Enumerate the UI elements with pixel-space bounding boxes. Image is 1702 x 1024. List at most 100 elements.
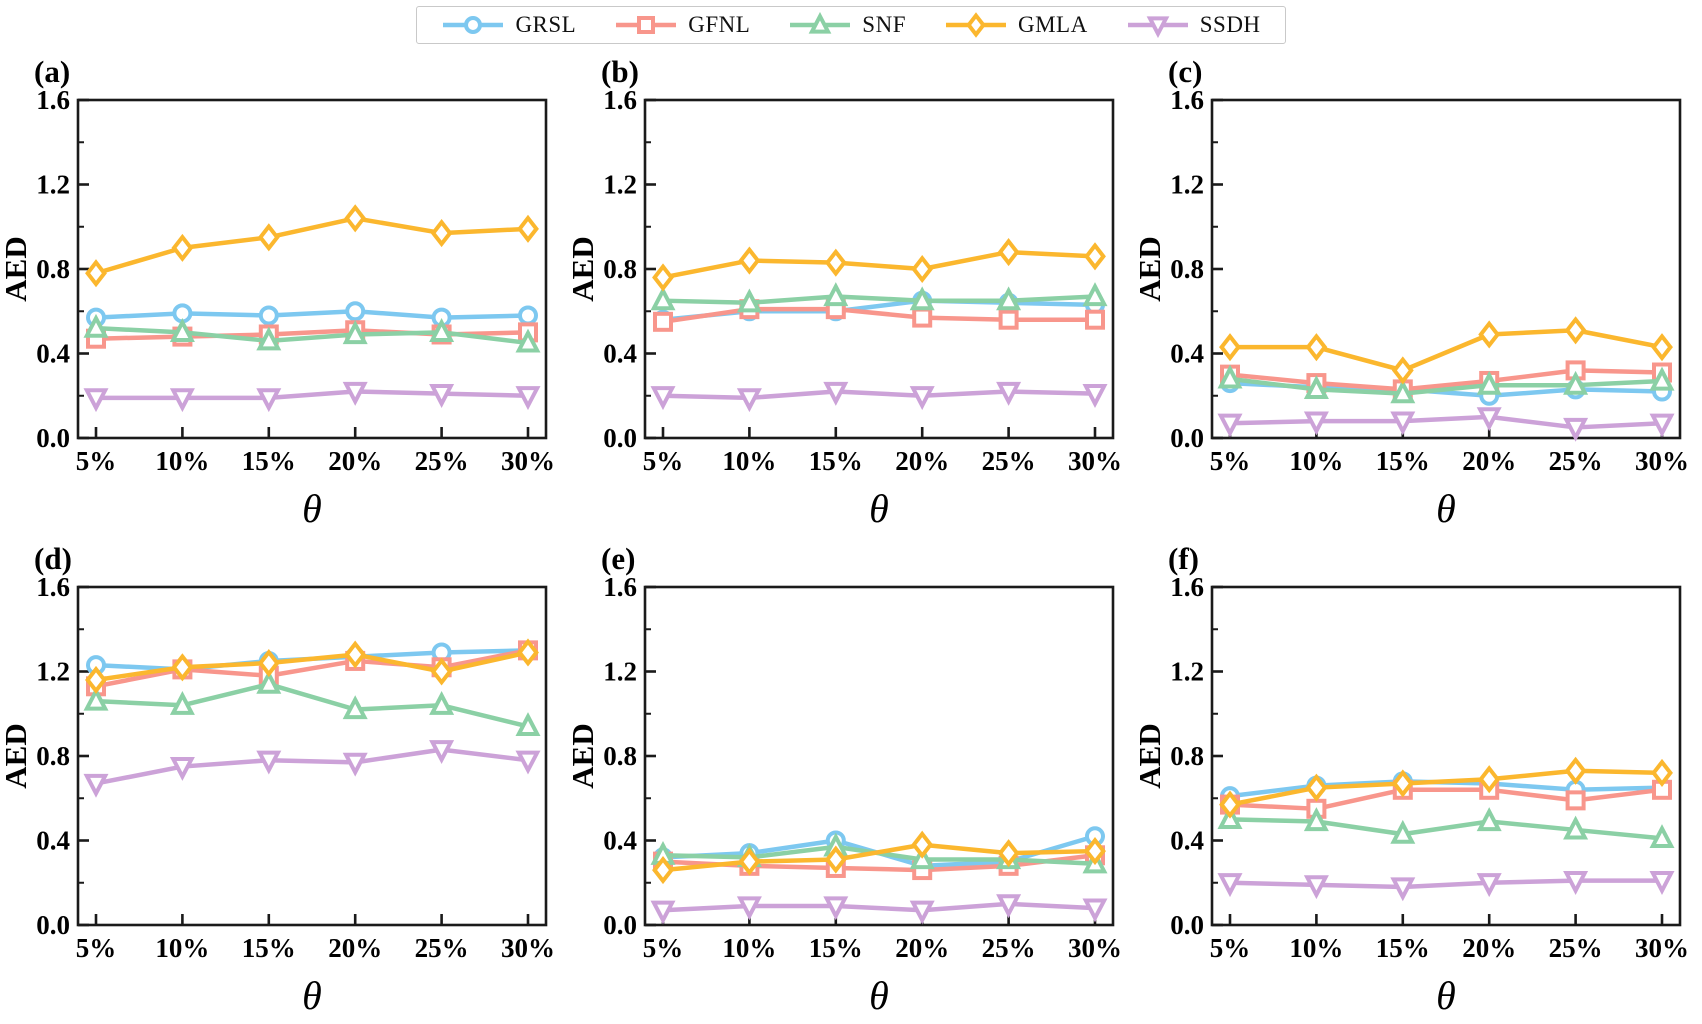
subplot-label: (d) <box>34 541 72 576</box>
series-marker-gmla <box>257 223 280 252</box>
series-marker-ssdh <box>650 900 676 925</box>
series-marker-gmla <box>343 204 366 233</box>
x-tick-label: 25% <box>1549 446 1603 476</box>
series-marker-ssdh <box>909 900 935 925</box>
series-marker-ssdh <box>255 750 281 775</box>
series-marker-ssdh <box>996 894 1022 919</box>
plot-frame <box>1211 585 1682 927</box>
legend-item-snf: SNF <box>788 12 906 38</box>
series-marker-gmla <box>1564 756 1587 785</box>
plot-frame <box>643 585 1115 927</box>
y-tick-label: 0.8 <box>36 741 70 771</box>
subplot-label: (a) <box>34 54 70 89</box>
series-marker-ssdh <box>255 388 281 413</box>
legend-label: GMLA <box>1018 12 1088 37</box>
series-marker-gmla <box>430 657 453 686</box>
subplot-c: (c) 0.0 0.4 0.8 1.2 1.6 5% 10% 15% 20% 25% 30% AED θ <box>1135 46 1702 533</box>
x-axis-label: θ <box>1436 973 1456 1017</box>
x-tick-label: 10% <box>155 446 209 476</box>
series-marker-snf <box>169 690 195 715</box>
series-marker-ssdh <box>1082 898 1108 923</box>
triangle-down-marker-icon <box>1127 16 1188 38</box>
circle-marker-icon <box>464 16 483 34</box>
series-line-ssdh <box>1230 414 1663 430</box>
series-marker-gmla <box>430 219 453 248</box>
x-axis-label: θ <box>302 486 322 530</box>
series-marker-snf <box>1477 807 1503 832</box>
series-marker-ssdh <box>83 388 109 413</box>
x-tick-label: 15% <box>241 446 295 476</box>
y-tick-label: 1.2 <box>36 170 70 200</box>
series-marker-snf <box>996 286 1022 311</box>
y-tick-label: 0.4 <box>603 826 637 856</box>
series-marker-gmla <box>1392 769 1415 798</box>
y-tick-label: 0.4 <box>36 826 70 856</box>
series-marker-ssdh <box>1563 871 1589 895</box>
series-marker-gmla <box>1478 765 1501 794</box>
subplot-label: (c) <box>1168 54 1202 89</box>
legend-label: GFNL <box>688 12 751 37</box>
series-line-ssdh <box>95 747 528 786</box>
y-tick-label: 0.8 <box>1171 741 1205 771</box>
series-marker-gmla <box>171 233 193 262</box>
x-tick-label: 20% <box>1463 446 1517 476</box>
diamond-marker-icon <box>966 12 986 38</box>
x-tick-label: 10% <box>722 446 776 476</box>
y-tick-label: 0.4 <box>1171 339 1205 369</box>
series-line-gmla <box>95 216 528 276</box>
series-marker-ssdh <box>736 388 762 413</box>
series-line-snf <box>1230 817 1663 841</box>
series-marker-gmla <box>1392 356 1415 385</box>
series-marker-snf <box>1390 379 1416 404</box>
series-marker-ssdh <box>1304 411 1330 436</box>
series-marker-ssdh <box>428 384 454 408</box>
y-axis-label: AED <box>1138 236 1167 301</box>
square-marker-icon <box>637 16 656 34</box>
series-marker-snf <box>650 286 676 311</box>
legend-label: SNF <box>862 12 906 37</box>
y-tick-label: 1.6 <box>36 572 70 602</box>
y-tick-label: 0.4 <box>36 339 70 369</box>
square-marker-icon <box>616 16 677 34</box>
y-tick-label: 0.0 <box>603 910 637 940</box>
series-marker-gmla <box>738 246 761 275</box>
y-tick-label: 1.2 <box>603 657 637 687</box>
series-marker-ssdh <box>823 896 849 921</box>
subplot-d-canvas: (d) 0.0 0.4 0.8 1.2 1.6 5% 10% 15% 20% 25% 30% AED θ <box>4 541 555 1017</box>
series-line-ssdh <box>1230 878 1663 890</box>
series-marker-snf <box>342 695 368 720</box>
series-marker-snf <box>1649 366 1675 391</box>
series-marker-ssdh <box>342 752 368 777</box>
x-axis-label: θ <box>869 973 889 1017</box>
triangle-up-marker-icon <box>790 12 851 34</box>
subplot-label: (e) <box>601 541 635 576</box>
series-marker-ssdh <box>342 381 368 406</box>
series-marker-gmla <box>84 665 107 695</box>
x-tick-label: 30% <box>501 933 555 963</box>
legend-item-gmla: GMLA <box>944 12 1088 38</box>
plot-frame <box>76 98 547 440</box>
series-marker-snf <box>1563 815 1589 840</box>
subplot-label: (f) <box>1168 541 1199 576</box>
series-marker-snf <box>1304 807 1330 832</box>
series-marker-snf <box>169 318 195 342</box>
series-line-ssdh <box>95 389 528 401</box>
series-marker-gmla <box>911 254 934 284</box>
x-tick-label: 25% <box>414 446 468 476</box>
series-marker-gfnl <box>912 307 933 328</box>
series-marker-gmla <box>652 856 674 885</box>
series-marker-grsl <box>517 305 538 326</box>
series-marker-gmla <box>997 839 1020 868</box>
series-marker-ssdh <box>169 756 195 781</box>
series-marker-ssdh <box>909 386 935 411</box>
legend-item-grsl: GRSL <box>441 12 576 38</box>
series-marker-gmla <box>1219 790 1242 819</box>
x-tick-label: 30% <box>501 446 555 476</box>
x-tick-label: 30% <box>1635 446 1689 476</box>
series-marker-ssdh <box>1217 413 1243 438</box>
x-tick-label: 5% <box>1210 933 1251 963</box>
subplot-e-canvas: (e) 0.0 0.4 0.8 1.2 1.6 5% 10% 15% 20% 25% 30% AED θ <box>571 541 1122 1017</box>
y-tick-label: 0.8 <box>603 254 637 284</box>
series-marker-snf <box>515 712 541 737</box>
